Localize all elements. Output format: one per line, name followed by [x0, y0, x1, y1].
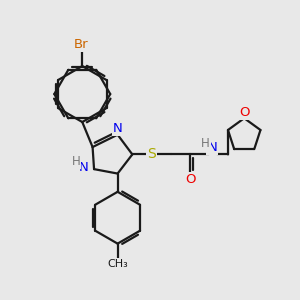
Text: O: O [239, 106, 250, 119]
Text: CH₃: CH₃ [108, 259, 129, 269]
Text: N: N [79, 161, 88, 174]
Text: S: S [147, 147, 156, 161]
Text: O: O [185, 173, 195, 186]
Text: Br: Br [74, 38, 88, 51]
Text: N: N [113, 122, 123, 135]
Text: H: H [71, 155, 80, 168]
Text: H: H [201, 137, 210, 150]
Text: N: N [208, 141, 217, 154]
